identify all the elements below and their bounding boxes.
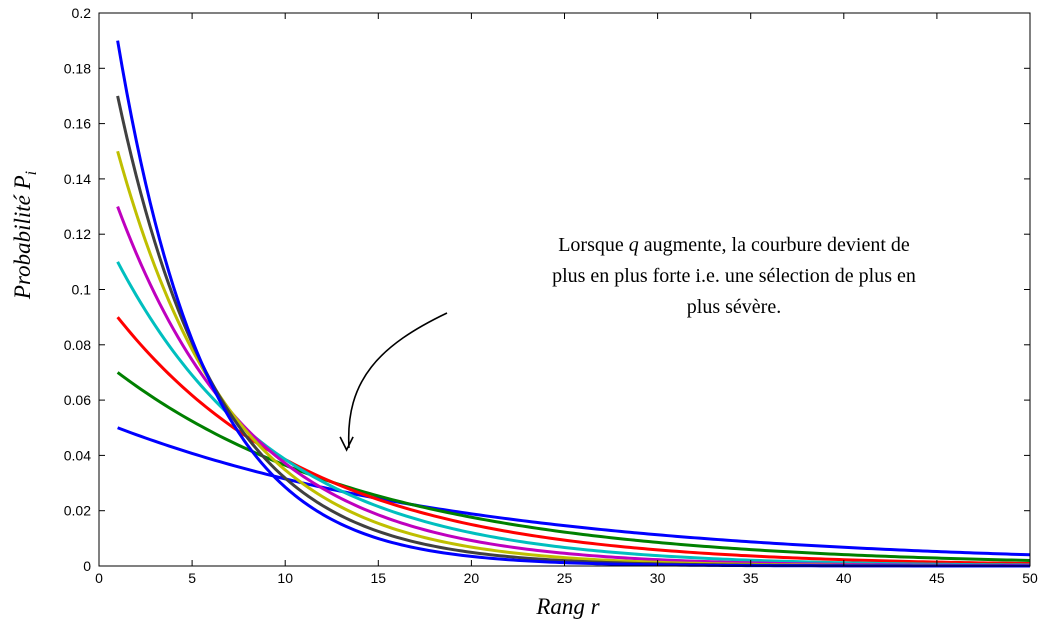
x-tick-label: 35 (743, 570, 759, 586)
ticks-layer (98, 12, 1031, 567)
y-tick-label: 0.08 (64, 337, 91, 353)
series-line-q-0.07 (116, 371, 1031, 562)
plot-frame (98, 12, 1031, 567)
series-line-q-0.17 (116, 95, 1030, 568)
y-tick-label: 0.16 (64, 116, 91, 132)
annotation-q: q (629, 234, 639, 256)
y-tick-label: 0 (83, 558, 91, 574)
y-axis-title-main: Probabilité P (10, 175, 35, 300)
y-tick-label: 0.2 (72, 5, 92, 21)
y-tick-label: 0.06 (64, 392, 91, 408)
series-line-q-0.15 (116, 150, 1031, 568)
y-axis-title-subscript: i (23, 171, 40, 175)
x-tick-label: 0 (95, 570, 103, 586)
x-tick-label: 10 (277, 570, 293, 586)
y-tick-label: 0.18 (64, 60, 91, 76)
annotation-line-1: Lorsque q augmente, la courbure devient … (558, 234, 910, 256)
series-line-q-0.19 (116, 40, 1030, 568)
x-axis-title: Rang r (535, 594, 600, 619)
y-tick-labels: 0 0.02 0.04 0.06 0.08 0.1 0.12 0.14 0.16 0.18 0.2 (64, 5, 91, 574)
x-tick-label: 40 (836, 570, 852, 586)
y-tick-label: 0.12 (64, 226, 91, 242)
y-tick-label: 0.1 (72, 282, 92, 298)
annotation-arrowhead (339, 436, 354, 452)
y-tick-label: 0.04 (64, 447, 91, 463)
y-tick-label: 0.14 (64, 171, 91, 187)
x-tick-label: 15 (371, 570, 387, 586)
x-tick-label: 30 (650, 570, 666, 586)
series-line-q-0.11 (116, 261, 1031, 567)
annotation-line-3: plus sévère. (687, 296, 781, 318)
annotation-arrow (347, 312, 448, 448)
x-tick-label: 45 (929, 570, 945, 586)
series-layer (116, 40, 1031, 568)
series-line-q-0.05 (117, 426, 1031, 557)
y-axis-title: Probabilité Pi (10, 171, 40, 300)
y-tick-label: 0.02 (64, 503, 91, 519)
x-tick-label: 5 (188, 570, 196, 586)
annotation-line-1-post: augmente, la courbure devient de (639, 234, 910, 256)
annotation-line-2: plus en plus forte i.e. une sélection de… (552, 265, 916, 287)
x-tick-label: 20 (464, 570, 480, 586)
x-tick-label: 50 (1022, 570, 1038, 586)
x-tick-label: 25 (557, 570, 573, 586)
annotation: Lorsque q augmente, la courbure devient … (339, 234, 916, 452)
x-tick-labels: 0 5 10 15 20 25 30 35 40 45 50 (95, 570, 1038, 586)
annotation-line-1-pre: Lorsque (558, 234, 629, 256)
series-line-q-0.13 (116, 206, 1031, 568)
